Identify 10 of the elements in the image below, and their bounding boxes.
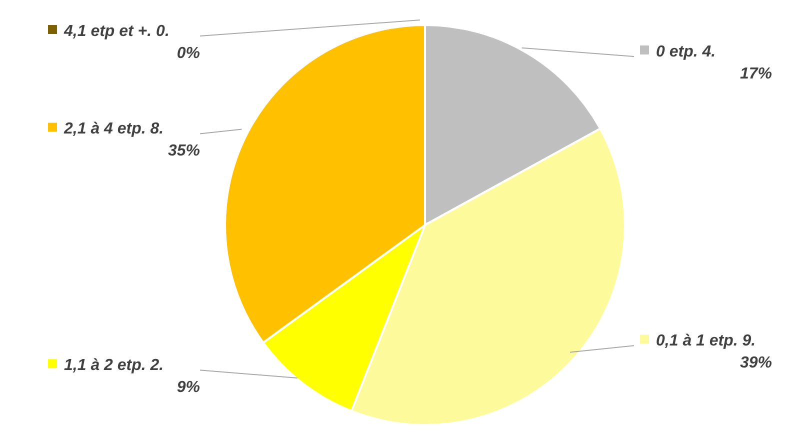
text: 0%	[176, 45, 200, 62]
legend-label: 0,1 à 1 etp. 9.	[656, 332, 756, 350]
data-label: 9%	[176, 379, 200, 396]
legend-label: 0 etp. 4.	[656, 43, 716, 60]
legend-label: 4,1 etp et +. 0.	[63, 23, 170, 40]
legend-label: 2,1 à 4 etp. 8.	[63, 120, 164, 138]
data-label: 35%	[168, 142, 200, 160]
legend-label: 1,1 à 2 etp. 2.	[64, 357, 164, 374]
data-label: 17%	[740, 65, 772, 82]
data-label: 39%	[740, 354, 772, 372]
